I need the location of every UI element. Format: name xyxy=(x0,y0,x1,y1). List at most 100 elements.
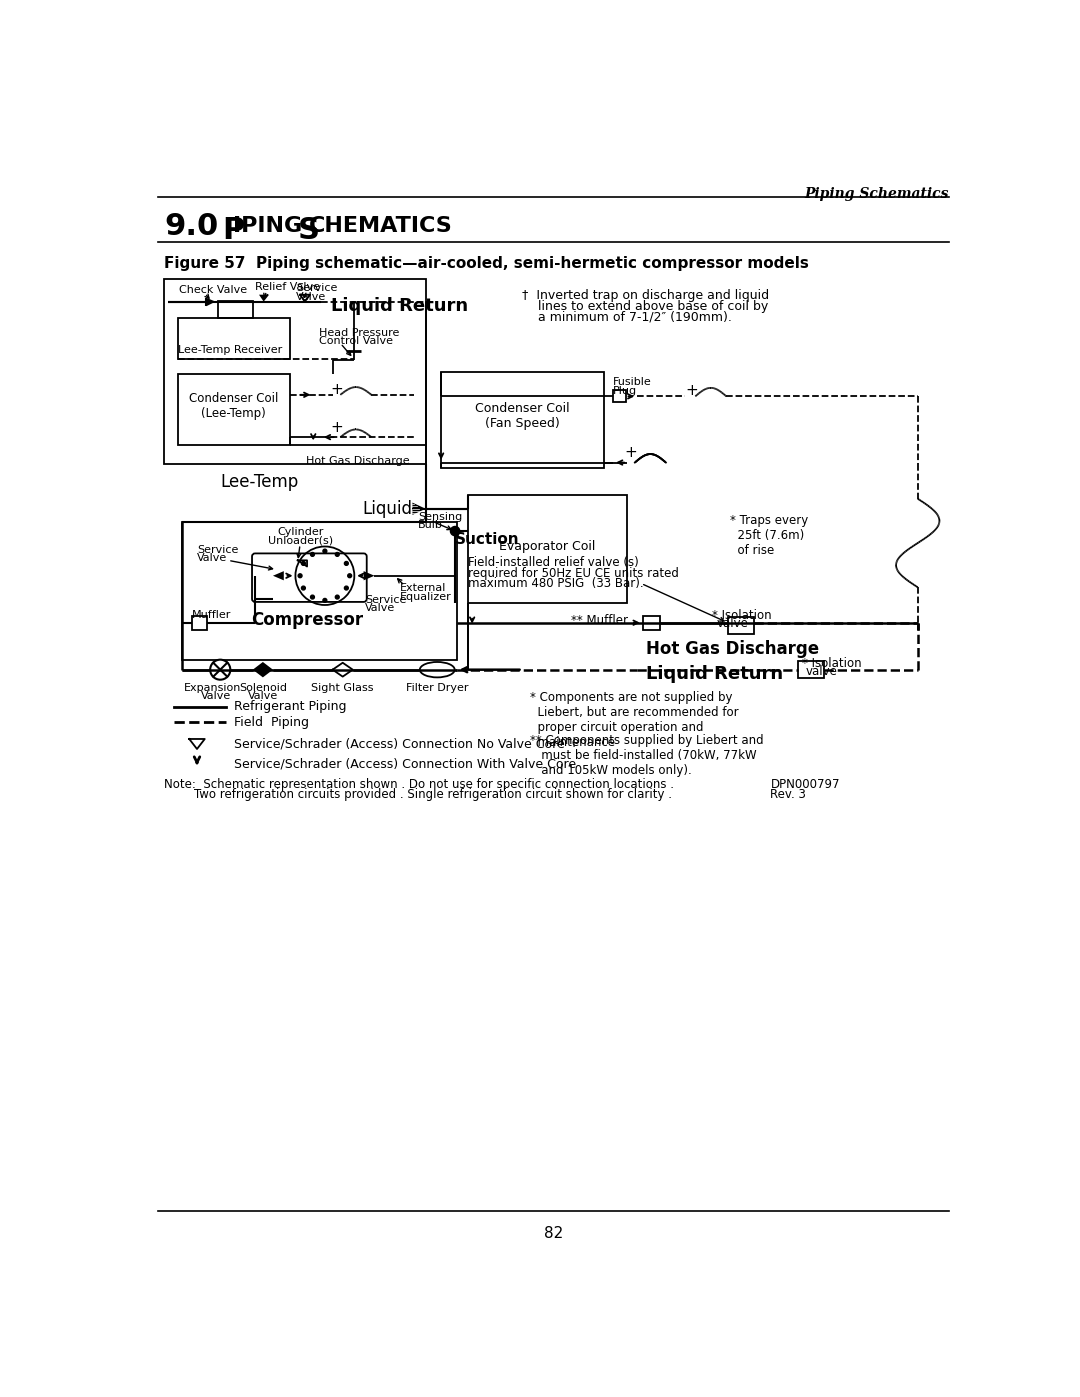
Bar xyxy=(643,616,660,630)
Text: Liquid: Liquid xyxy=(363,500,413,518)
Text: Valve: Valve xyxy=(296,292,326,302)
Text: ** Components supplied by Liebert and
   must be field-installed (70kW, 77kW
   : ** Components supplied by Liebert and mu… xyxy=(530,733,764,777)
Text: Sight Glass: Sight Glass xyxy=(311,683,374,693)
Text: Lee-Temp: Lee-Temp xyxy=(220,474,298,492)
Text: Filter Dryer: Filter Dryer xyxy=(406,683,469,693)
Text: IPING: IPING xyxy=(233,217,310,236)
Circle shape xyxy=(335,552,339,556)
Text: Evaporator Coil: Evaporator Coil xyxy=(499,541,595,553)
Text: Fusible: Fusible xyxy=(613,377,652,387)
Bar xyxy=(613,390,625,402)
Text: * Isolation: * Isolation xyxy=(713,609,772,622)
Text: Service/Schrader (Access) Connection No Valve Core: Service/Schrader (Access) Connection No … xyxy=(234,738,565,750)
Text: Equalizer: Equalizer xyxy=(400,592,451,602)
Text: Lee-Temp Receiver: Lee-Temp Receiver xyxy=(177,345,282,355)
Text: Solenoid: Solenoid xyxy=(239,683,287,693)
Text: Two refrigeration circuits provided . Single refrigeration circuit shown for cla: Two refrigeration circuits provided . Si… xyxy=(164,788,673,802)
Circle shape xyxy=(301,587,306,590)
Text: Control Valve: Control Valve xyxy=(319,337,393,346)
Circle shape xyxy=(211,659,230,680)
Text: †  Inverted trap on discharge and liquid: † Inverted trap on discharge and liquid xyxy=(523,289,770,302)
Text: Valve: Valve xyxy=(365,604,395,613)
Text: Suction: Suction xyxy=(455,532,519,546)
Text: valve: valve xyxy=(716,617,748,630)
Text: * Components are not supplied by
  Liebert, but are recommended for
  proper cir: * Components are not supplied by Liebert… xyxy=(530,692,739,749)
Text: Cylinder: Cylinder xyxy=(276,527,323,538)
Circle shape xyxy=(323,598,327,602)
Text: Check Valve: Check Valve xyxy=(179,285,247,295)
Circle shape xyxy=(323,549,327,553)
Text: Sensing: Sensing xyxy=(418,511,462,522)
Text: +: + xyxy=(330,420,342,436)
Text: Relief Valve: Relief Valve xyxy=(255,282,320,292)
Text: P: P xyxy=(221,217,244,244)
Circle shape xyxy=(311,552,314,556)
Text: Valve: Valve xyxy=(197,553,227,563)
Text: Condenser Coil
(Lee-Temp): Condenser Coil (Lee-Temp) xyxy=(189,393,279,420)
Text: DPN000797: DPN000797 xyxy=(770,778,840,791)
Text: Plug: Plug xyxy=(613,386,637,395)
Text: Liquid Return: Liquid Return xyxy=(332,298,469,314)
Text: Field-installed relief valve (s): Field-installed relief valve (s) xyxy=(469,556,639,570)
Polygon shape xyxy=(259,295,269,302)
Text: +: + xyxy=(624,446,637,460)
Bar xyxy=(191,616,207,630)
Circle shape xyxy=(298,574,302,578)
Circle shape xyxy=(345,587,348,590)
Text: Piping Schematics: Piping Schematics xyxy=(805,187,948,201)
Polygon shape xyxy=(253,662,273,678)
Text: CHEMATICS: CHEMATICS xyxy=(309,217,454,236)
Bar xyxy=(728,617,754,634)
Text: Service/Schrader (Access) Connection With Valve Core: Service/Schrader (Access) Connection Wit… xyxy=(234,757,577,770)
Text: Rev. 3: Rev. 3 xyxy=(770,788,807,802)
Text: Figure 57  Piping schematic—air-cooled, semi-hermetic compressor models: Figure 57 Piping schematic—air-cooled, s… xyxy=(164,256,809,271)
Circle shape xyxy=(301,562,306,566)
Text: Expansion: Expansion xyxy=(184,683,241,693)
Text: valve: valve xyxy=(806,665,837,678)
Text: Service: Service xyxy=(197,545,239,555)
Ellipse shape xyxy=(420,662,455,678)
Polygon shape xyxy=(273,571,284,580)
Text: External: External xyxy=(400,584,446,594)
Polygon shape xyxy=(206,298,216,306)
Bar xyxy=(177,374,291,444)
Text: Service: Service xyxy=(365,595,406,605)
Text: S: S xyxy=(298,217,320,244)
Text: Note:  Schematic representation shown . Do not use for specific connection locat: Note: Schematic representation shown . D… xyxy=(164,778,674,791)
Text: 82: 82 xyxy=(544,1227,563,1242)
Bar xyxy=(798,661,824,678)
Circle shape xyxy=(335,595,339,599)
Text: Liquid Return: Liquid Return xyxy=(647,665,784,683)
Text: Head Pressure: Head Pressure xyxy=(319,328,399,338)
Text: Muffler: Muffler xyxy=(191,610,231,620)
Circle shape xyxy=(345,562,348,566)
Text: maximum 480 PSIG  (33 Bar).: maximum 480 PSIG (33 Bar). xyxy=(469,577,644,590)
Text: +: + xyxy=(330,381,342,397)
Text: Valve: Valve xyxy=(201,692,231,701)
Text: Hot Gas Discharge: Hot Gas Discharge xyxy=(306,455,409,465)
Bar xyxy=(441,372,604,468)
Polygon shape xyxy=(364,571,375,580)
Text: Service: Service xyxy=(296,284,338,293)
Bar xyxy=(164,279,426,464)
Polygon shape xyxy=(413,503,426,515)
Text: Hot Gas Discharge: Hot Gas Discharge xyxy=(647,640,820,658)
Text: Unloader(s): Unloader(s) xyxy=(268,535,333,546)
Text: * Isolation: * Isolation xyxy=(801,657,861,669)
Bar xyxy=(177,317,291,359)
Text: * Traps every
  25ft (7.6m)
  of rise: * Traps every 25ft (7.6m) of rise xyxy=(730,514,809,557)
Text: lines to extend above base of coil by: lines to extend above base of coil by xyxy=(523,300,769,313)
Text: Condenser Coil
(Fan Speed): Condenser Coil (Fan Speed) xyxy=(475,401,570,430)
Text: Valve: Valve xyxy=(247,692,278,701)
Text: a minimum of 7-1/2″ (190mm).: a minimum of 7-1/2″ (190mm). xyxy=(523,312,732,324)
Circle shape xyxy=(311,595,314,599)
Bar xyxy=(469,495,627,602)
Text: Bulb: Bulb xyxy=(418,520,443,531)
Text: +: + xyxy=(685,383,698,398)
Text: Refrigerant Piping: Refrigerant Piping xyxy=(234,700,347,712)
FancyBboxPatch shape xyxy=(252,553,367,602)
Bar xyxy=(218,300,253,317)
Text: 9.0: 9.0 xyxy=(164,212,218,242)
Circle shape xyxy=(348,574,352,578)
Text: Compressor: Compressor xyxy=(251,610,363,629)
